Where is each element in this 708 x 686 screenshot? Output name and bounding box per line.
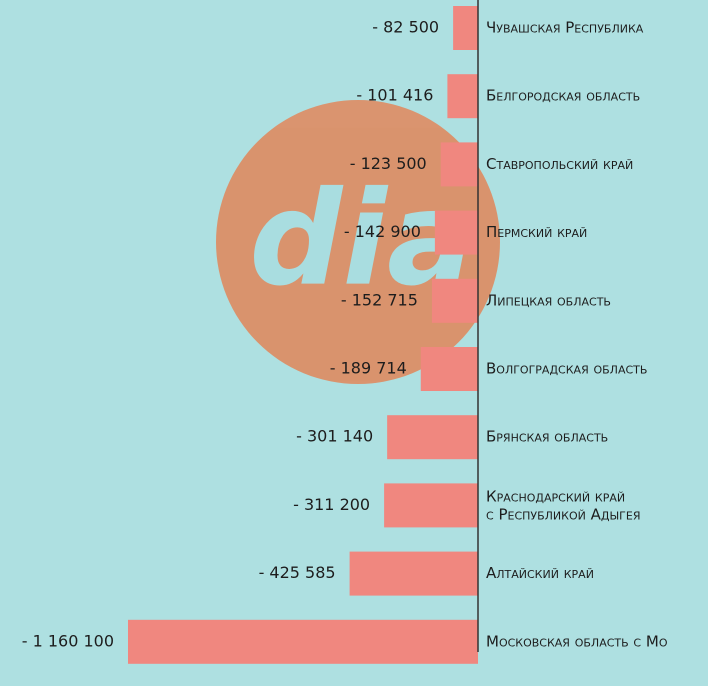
category-label: Белгородская область: [486, 87, 640, 105]
value-label: - 142 900: [344, 222, 421, 241]
value-label: - 82 500: [372, 18, 439, 37]
value-label: - 123 500: [350, 154, 427, 173]
logo-circle: [216, 100, 500, 384]
bar: [387, 415, 478, 460]
value-label: - 189 714: [330, 359, 407, 378]
value-label: - 301 140: [296, 427, 373, 446]
category-label: Волгоградская область: [486, 360, 647, 378]
bar: [384, 483, 478, 528]
bar: [440, 142, 478, 187]
bar: [349, 551, 478, 596]
value-label: - 152 715: [341, 290, 418, 309]
bar: [434, 210, 478, 255]
bars: [128, 6, 478, 664]
category-label: Краснодарский край с Республикой Адыгея: [486, 487, 640, 523]
category-label: Брянская область: [486, 428, 608, 446]
category-label: Чувашская Республика: [486, 19, 644, 37]
value-label: - 101 416: [356, 86, 433, 105]
bar: [431, 278, 478, 323]
category-label: Липецкая область: [486, 291, 611, 309]
category-label: Ставропольский край: [486, 155, 633, 173]
bar: [447, 74, 478, 119]
bar: [420, 347, 478, 391]
value-label: - 425 585: [259, 563, 336, 582]
value-label: - 1 160 100: [22, 631, 114, 650]
category-label: Пермский край: [486, 223, 587, 241]
category-label: Алтайский край: [486, 564, 594, 582]
bar: [128, 619, 478, 664]
category-label: Московская область с Мо: [486, 632, 668, 650]
value-label: - 311 200: [293, 495, 370, 514]
bar: [453, 6, 478, 50]
logo: dia: [216, 100, 500, 384]
